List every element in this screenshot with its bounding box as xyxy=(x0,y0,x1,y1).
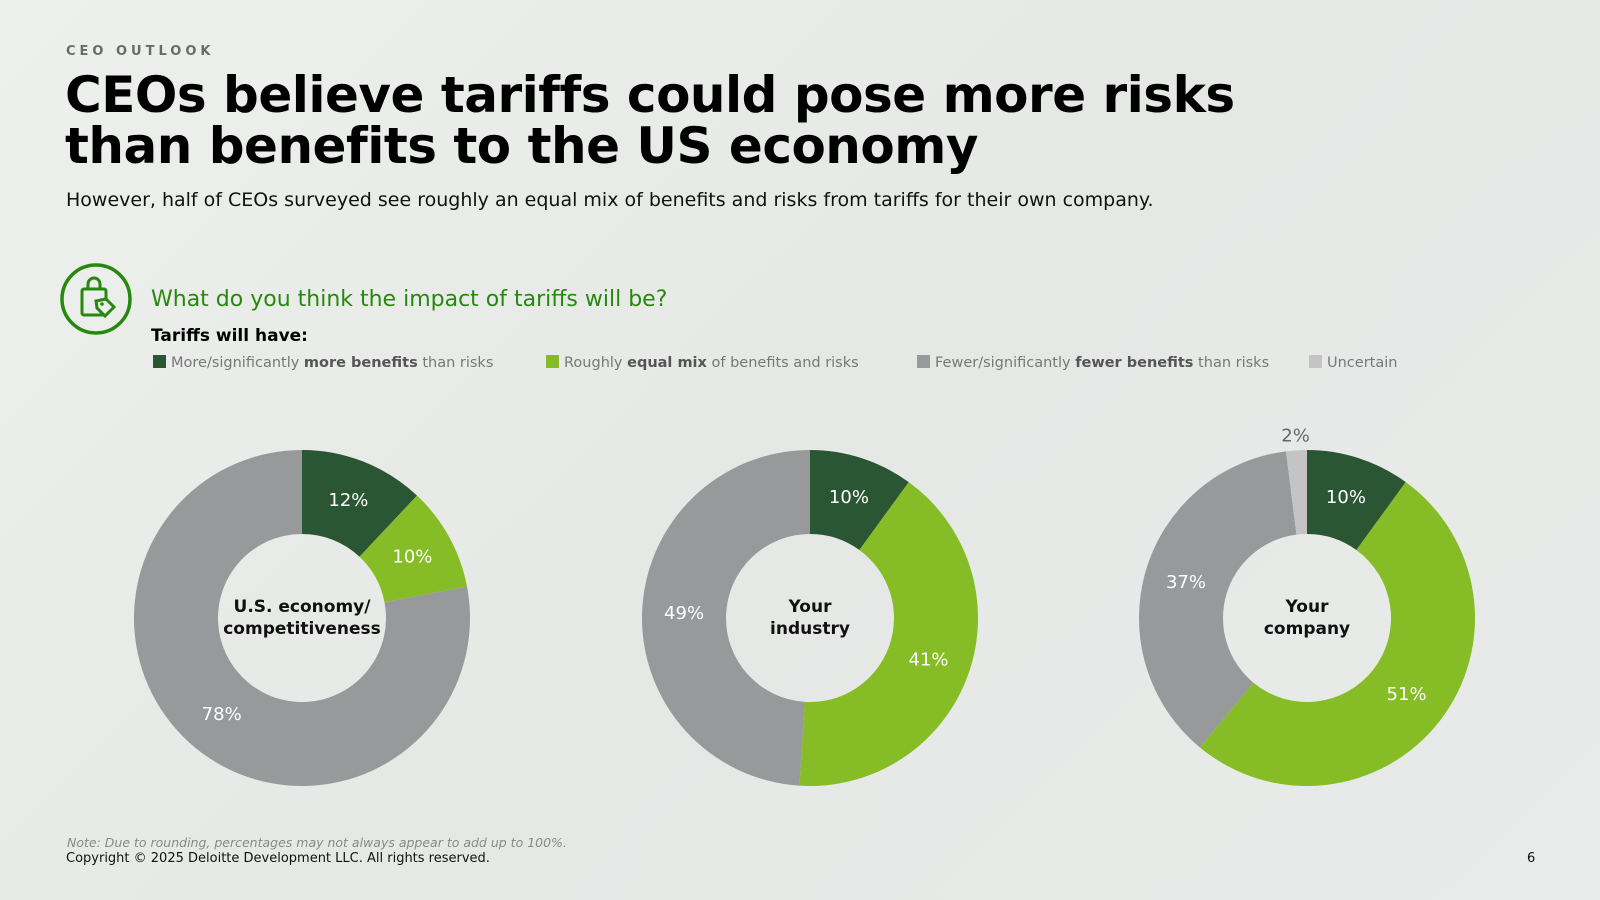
subtitle: However, half of CEOs surveyed see rough… xyxy=(66,189,1154,211)
donut-center-label: industry xyxy=(770,619,850,639)
legend-title: Tariffs will have: xyxy=(151,326,308,346)
page-number: 6 xyxy=(1527,851,1536,866)
donut-slice xyxy=(1285,450,1307,535)
data-label: 10% xyxy=(1326,487,1366,508)
donut-slice xyxy=(133,450,470,786)
donut-slice xyxy=(1307,450,1406,551)
legend-item: Uncertain xyxy=(1309,355,1397,371)
donut-center-label: company xyxy=(1264,619,1350,639)
legend-text: of benefits and risks xyxy=(706,355,859,371)
question-icon xyxy=(60,263,132,335)
charts: 12% 10% 78% U.S. economy/competitiveness 10%… xyxy=(133,425,1475,786)
donut-slice xyxy=(302,450,418,557)
legend-text: Uncertain xyxy=(1327,355,1398,371)
data-label: 51% xyxy=(1387,684,1427,705)
data-label: 41% xyxy=(909,650,949,671)
copyright: Copyright © 2025 Deloitte Development LL… xyxy=(66,851,490,866)
footnote: Note: Due to rounding, percentages may n… xyxy=(67,835,567,850)
donut-center-label: competitiveness xyxy=(223,619,381,639)
legend-item: Roughly equal mix of benefits and risks xyxy=(546,355,859,371)
donut-slice xyxy=(359,495,468,603)
data-label: 12% xyxy=(328,490,368,511)
legend-swatch xyxy=(1309,355,1322,368)
legend-item: More/significantly more benefits than ri… xyxy=(153,355,493,371)
legend-text: Fewer/significantly xyxy=(935,355,1076,371)
data-label: 49% xyxy=(664,603,704,624)
legend-text: more benefits xyxy=(303,355,418,371)
legend-text: equal mix xyxy=(627,355,707,371)
donut-center-label: U.S. economy/ xyxy=(234,597,372,617)
legend-swatch xyxy=(917,355,930,368)
legend-swatch xyxy=(153,355,166,368)
question: What do you think the impact of tariffs … xyxy=(151,287,668,312)
donut-slice xyxy=(1139,451,1297,748)
data-label: 78% xyxy=(202,704,242,725)
legend-text: fewer benefits xyxy=(1075,355,1194,371)
legend-text: More/significantly xyxy=(171,355,304,371)
data-label: 10% xyxy=(829,487,869,508)
slide-title: CEOs believe tariffs could pose more ris… xyxy=(65,66,1235,175)
donut-slice xyxy=(810,450,909,551)
data-label: 10% xyxy=(392,546,432,567)
legend-text: Roughly xyxy=(564,355,628,371)
eyebrow: CEO OUTLOOK xyxy=(66,44,215,59)
donut-slice xyxy=(1199,482,1475,786)
donut-slice xyxy=(799,482,978,786)
data-label: 37% xyxy=(1166,572,1206,593)
donut-center-label: Your xyxy=(788,597,833,617)
donut-slice xyxy=(642,450,810,786)
legend-text: than risks xyxy=(1193,355,1270,371)
data-label: 2% xyxy=(1281,425,1310,446)
donut-center-label: Your xyxy=(1285,597,1330,617)
legend-item: Fewer/significantly fewer benefits than … xyxy=(917,355,1269,371)
legend-swatch xyxy=(546,355,559,368)
legend-text: than risks xyxy=(417,355,494,371)
